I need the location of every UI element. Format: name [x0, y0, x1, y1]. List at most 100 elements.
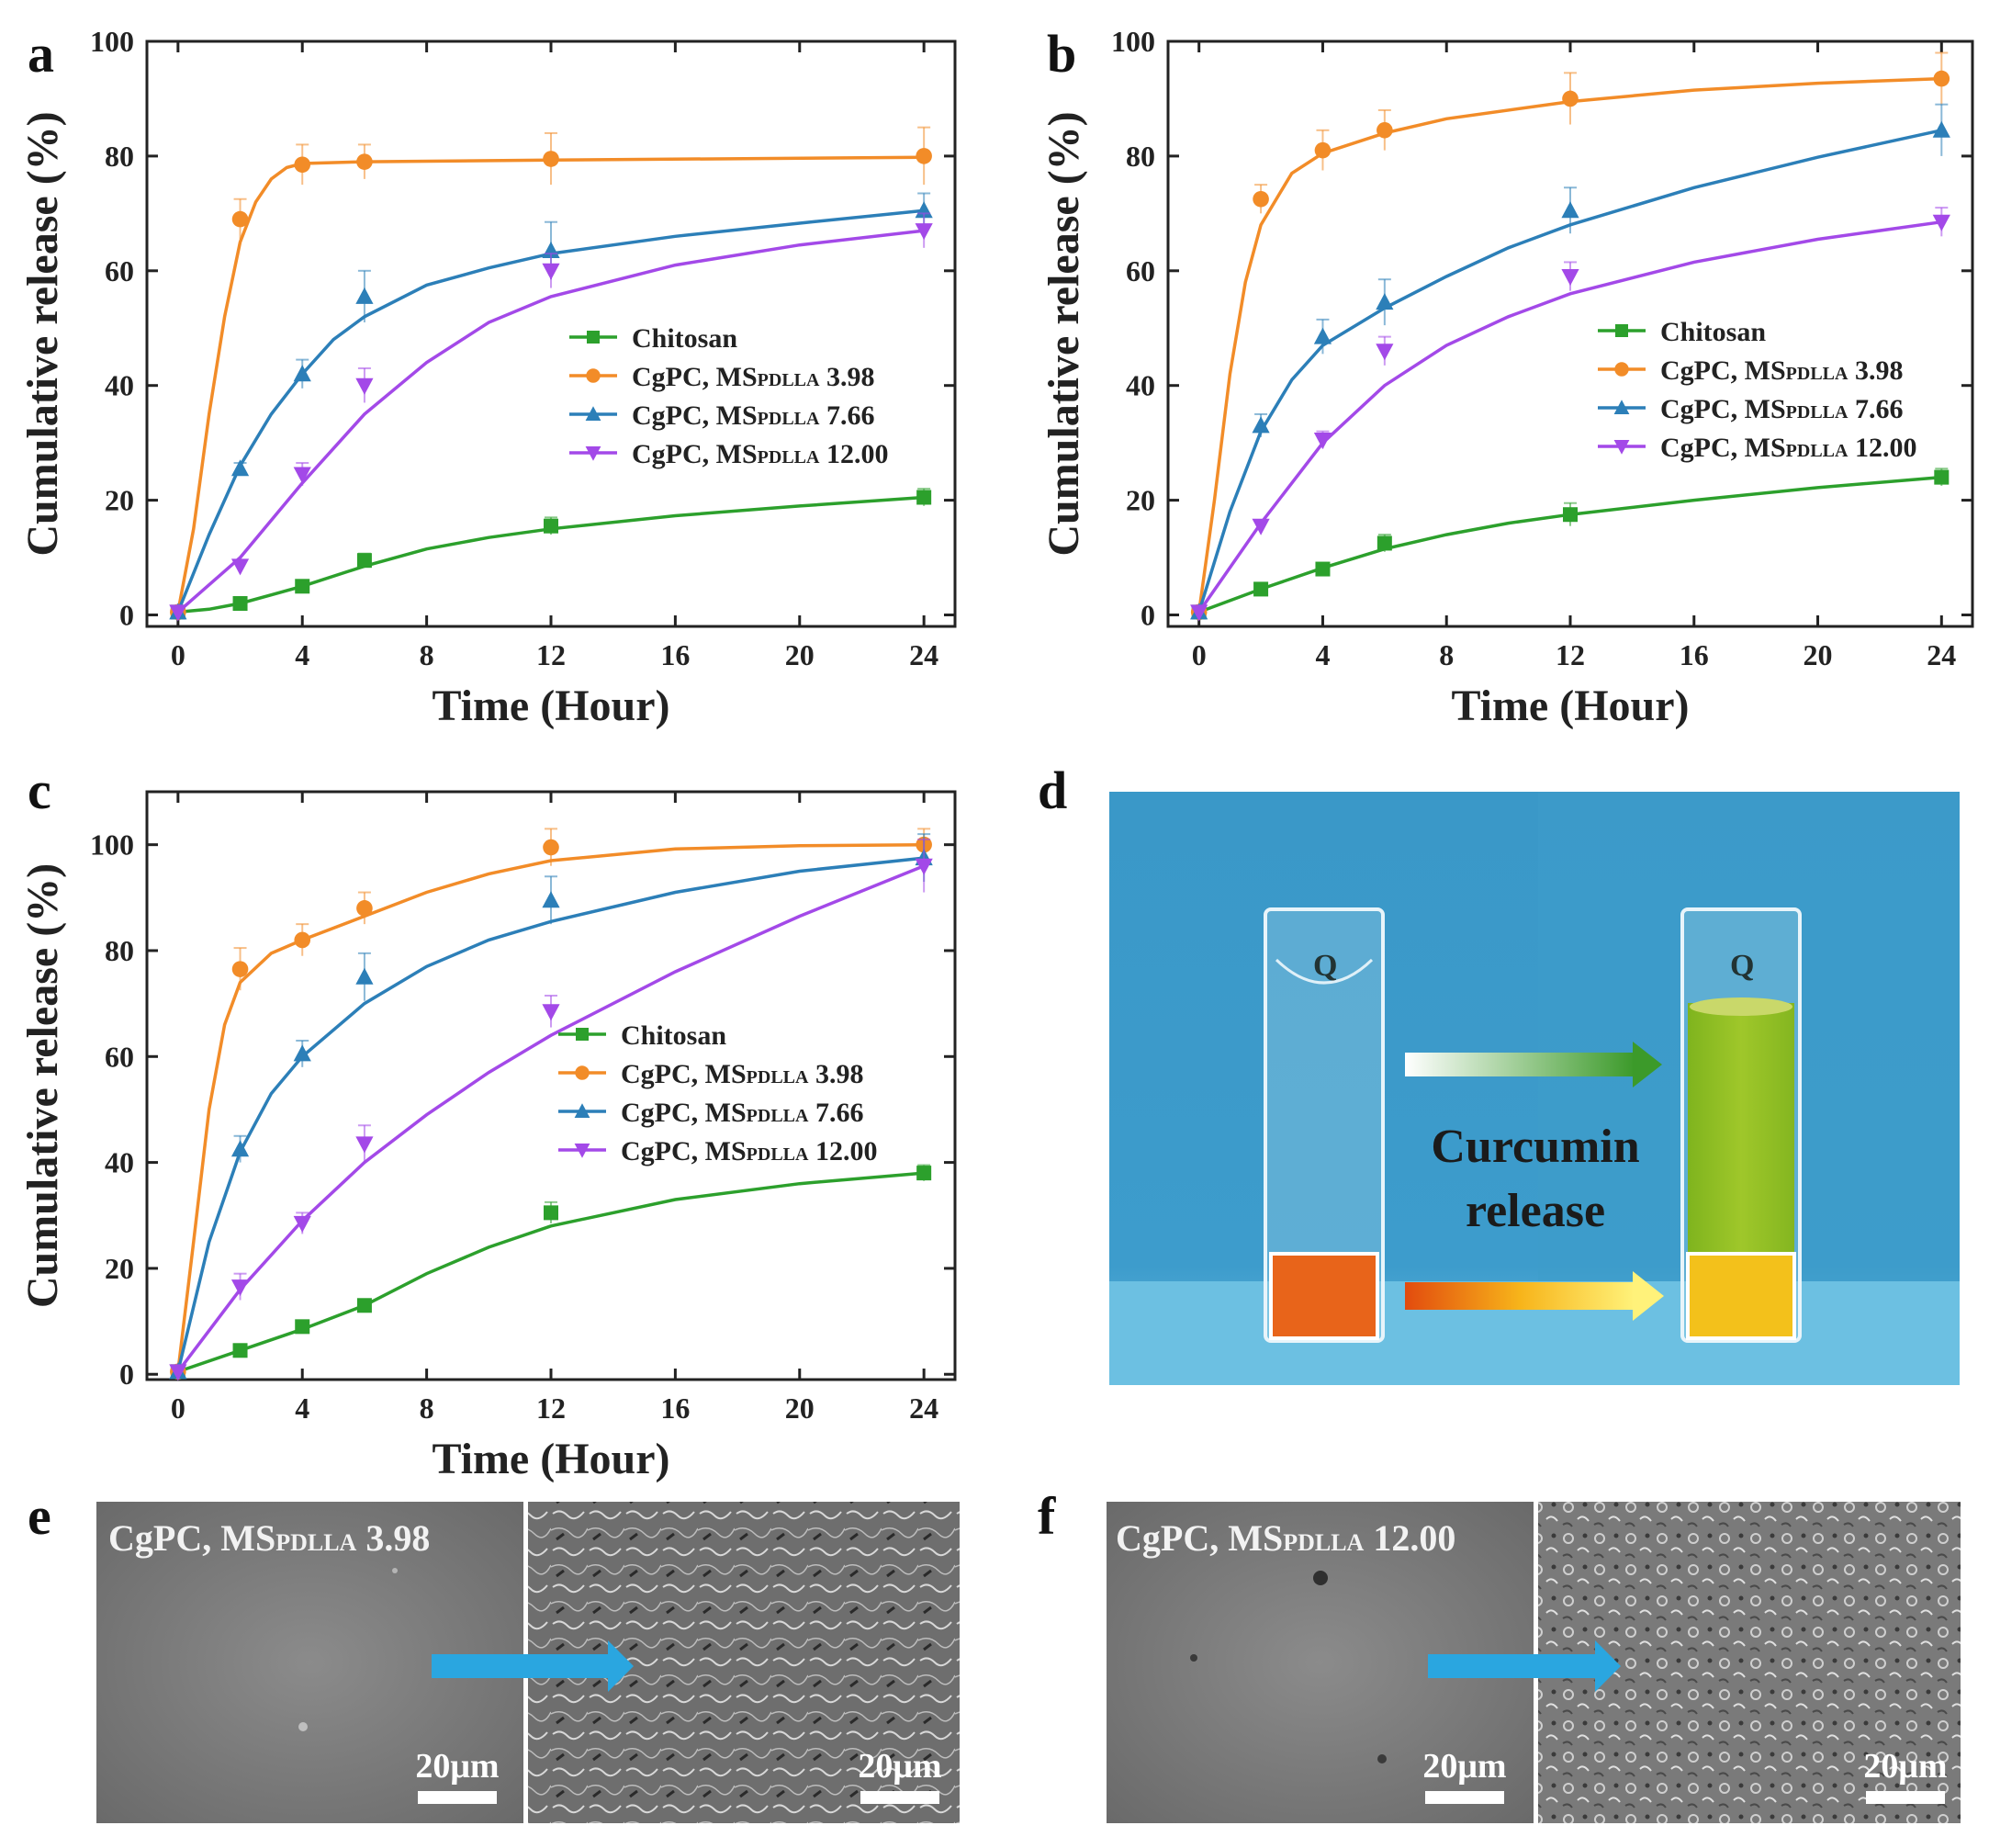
sem-f-scale-bar-right: [1866, 1791, 1945, 1804]
x-tick-label: 8: [420, 638, 434, 671]
x-axis-title: Time (Hour): [432, 682, 669, 730]
data-point: [355, 1136, 374, 1154]
x-tick-label: 20: [785, 638, 815, 671]
orange-arrow: [1405, 1271, 1664, 1321]
y-tick-label: 20: [105, 1252, 134, 1285]
legend-label: Chitosan: [632, 323, 737, 354]
data-point: [1190, 604, 1208, 622]
data-point: [1313, 327, 1332, 344]
legend-marker: [1613, 400, 1630, 414]
fit-curve: [1197, 76, 1942, 613]
sem-panel-f: CgPC, MSPDLLA 12.00 20μm 20μm: [1107, 1502, 1961, 1823]
plot-frame: [1166, 39, 1974, 628]
data-point: [542, 1004, 560, 1021]
data-point: [355, 967, 374, 985]
sem-e-scale-label-right: 20μm: [858, 1747, 941, 1786]
data-point: [356, 900, 373, 917]
panel-letter-a: a: [28, 24, 54, 84]
data-point: [543, 151, 559, 167]
data-point: [1562, 90, 1579, 107]
y-tick-label: 100: [90, 828, 134, 862]
cuvette-right-mark: Q: [1730, 949, 1754, 983]
x-tick-label: 20: [1804, 638, 1833, 671]
series-cgpc-mspdlla-12-00: [1190, 207, 1950, 622]
data-point: [231, 961, 249, 977]
data-point: [1314, 141, 1332, 159]
series-cgpc-mspdlla-7-66: [1190, 103, 1950, 620]
panel-letter-c: c: [28, 761, 51, 820]
legend-label: CgPC, MSPDLLA 12.00: [621, 1136, 877, 1166]
x-axis-title: Time (Hour): [432, 1435, 669, 1483]
data-point: [1563, 507, 1578, 523]
y-tick-label: 40: [105, 369, 134, 402]
legend-marker: [576, 1028, 589, 1041]
legend-label: CgPC, MSPDLLA 12.00: [1660, 433, 1916, 463]
x-tick-label: 24: [909, 1392, 938, 1425]
legend-marker: [585, 406, 601, 421]
data-point: [1561, 201, 1579, 219]
photo-label-line2: release: [1466, 1185, 1605, 1237]
data-point: [1377, 121, 1393, 139]
legend-label: Chitosan: [1660, 317, 1766, 347]
x-tick-label: 12: [1556, 638, 1585, 671]
data-point: [1313, 433, 1332, 450]
y-tick-label: 0: [119, 1358, 134, 1391]
film-sample-after: [1686, 1252, 1796, 1340]
data-point: [169, 604, 187, 622]
data-point: [356, 553, 372, 569]
legend-label: CgPC, MSPDLLA 3.98: [632, 362, 874, 392]
photo-label-line1: Curcumin: [1431, 1121, 1639, 1173]
film-sample-before: [1269, 1252, 1379, 1340]
data-point: [916, 1166, 932, 1181]
data-point: [231, 210, 249, 228]
legend-marker: [586, 368, 601, 383]
data-point: [544, 1205, 558, 1221]
data-point: [1376, 344, 1394, 361]
legend-label: CgPC, MSPDLLA 7.66: [1660, 394, 1903, 424]
y-tick-label: 20: [1126, 484, 1155, 517]
data-point: [544, 518, 558, 534]
y-tick-label: 100: [1111, 25, 1155, 58]
data-point: [542, 263, 560, 280]
series-cgpc-mspdlla-12-00: [169, 838, 933, 1381]
y-tick-label: 20: [105, 484, 134, 517]
x-tick-label: 8: [1439, 638, 1454, 671]
data-point: [230, 558, 250, 576]
plot-frame: [145, 39, 957, 628]
legend-marker: [1614, 362, 1629, 377]
legend-marker: [575, 1065, 590, 1080]
data-point: [1933, 70, 1950, 87]
fit-curve: [176, 229, 925, 614]
legend: Chitosan CgPC, MSPDLLA 3.98 CgPC, MSPDLLA …: [558, 1020, 877, 1166]
data-point: [1561, 269, 1579, 287]
x-tick-label: 24: [909, 638, 938, 671]
y-tick-label: 40: [1126, 369, 1155, 402]
panel-letter-e: e: [28, 1486, 51, 1546]
y-axis-title: Cumulative release (%): [18, 111, 67, 556]
data-point: [294, 931, 311, 949]
data-point: [915, 223, 933, 241]
sem-e-scale-bar-left: [418, 1791, 497, 1804]
fit-curve: [1197, 220, 1942, 614]
panel-letter-b: b: [1047, 24, 1076, 84]
series-chitosan: [170, 1164, 932, 1380]
x-tick-label: 16: [660, 638, 690, 671]
cuvette-right: Q: [1680, 907, 1802, 1343]
y-tick-label: 60: [1126, 254, 1155, 287]
data-point: [916, 490, 932, 505]
y-tick-label: 60: [105, 254, 134, 287]
fit-curve: [1197, 129, 1942, 613]
data-point: [355, 377, 374, 395]
data-point: [1315, 561, 1331, 577]
photo-panel-d: Q Q Curcumin release: [1109, 792, 1960, 1385]
y-axis-title: Cumulative release (%): [1039, 111, 1088, 556]
data-point: [294, 156, 311, 174]
data-point: [230, 1279, 250, 1297]
x-tick-label: 16: [1680, 638, 1709, 671]
sem-f-arrow: [1428, 1640, 1621, 1692]
x-tick-label: 12: [536, 1392, 566, 1425]
cuvette-left: Q: [1264, 907, 1385, 1343]
chart-panel-b: 0 4 8 12 16 20 24 0 20 40 60 80 100 Time (Hour) Cumula…: [1039, 25, 1974, 730]
x-axis-title: Time (Hour): [1451, 682, 1689, 730]
